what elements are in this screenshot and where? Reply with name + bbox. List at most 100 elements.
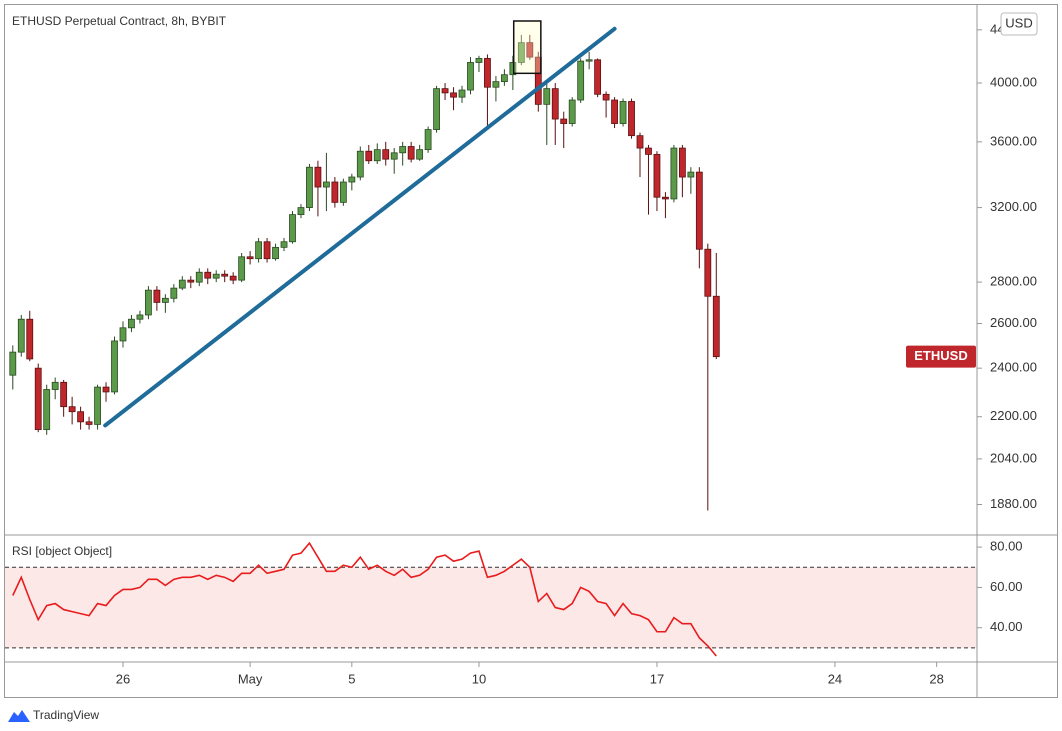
candle-body — [585, 59, 593, 62]
price-label: ETHUSD — [914, 348, 967, 363]
candle-body — [187, 279, 195, 283]
candle-body — [43, 389, 51, 430]
candle-body — [348, 176, 356, 183]
candle-body — [390, 152, 398, 160]
candle-body — [560, 118, 568, 124]
candle-body — [178, 279, 186, 289]
candle-body — [662, 196, 669, 200]
candle-body — [636, 135, 644, 149]
y-tick-label: 3200.00 — [990, 199, 1037, 214]
candle-body — [314, 166, 322, 188]
candle-body — [416, 149, 424, 160]
y-tick-label: 2200.00 — [990, 408, 1037, 423]
candle-body — [136, 314, 144, 320]
y-tick-label: 2800.00 — [990, 274, 1037, 289]
x-tick-label: 26 — [116, 671, 130, 686]
candle-body — [195, 271, 203, 283]
candle-body — [263, 241, 271, 260]
x-tick-label: 24 — [828, 671, 842, 686]
candle-body — [272, 246, 279, 260]
currency: USD — [1005, 15, 1032, 30]
price-label-box — [906, 345, 976, 368]
candle-body — [543, 88, 551, 105]
candle-body — [602, 93, 610, 101]
candle-body — [17, 318, 25, 353]
y-tick-label: 3600.00 — [990, 133, 1037, 148]
candle-body — [9, 351, 17, 376]
candle-body — [51, 381, 59, 390]
candle-body — [229, 275, 237, 281]
currency-box — [1000, 12, 1038, 36]
candle-body — [60, 381, 68, 408]
candle-body — [517, 42, 525, 63]
y-tick-label: 2600.00 — [990, 315, 1037, 330]
candle-body — [475, 58, 483, 63]
rsi-band — [5, 567, 977, 648]
candle-body — [170, 287, 178, 299]
candle-body — [68, 406, 76, 413]
candle-body — [645, 147, 652, 155]
candle-body — [297, 207, 305, 216]
candle-body — [26, 318, 34, 360]
candle-body — [628, 101, 635, 137]
candle-body — [382, 149, 390, 160]
x-tick-label: 17 — [650, 671, 664, 686]
candle-body — [424, 129, 432, 151]
candle-body — [670, 147, 678, 200]
candle-body — [145, 289, 152, 316]
y-tick-label: 4000.00 — [990, 74, 1037, 89]
candle-body — [594, 59, 602, 95]
rsi-line — [12, 541, 717, 657]
candle-body — [212, 273, 220, 279]
candle-body — [221, 273, 229, 277]
x-tick-label: May — [238, 671, 263, 686]
candle-body — [111, 340, 118, 393]
candle-body — [153, 289, 161, 303]
candle-body — [450, 92, 457, 98]
candle-body — [678, 147, 686, 178]
candle-body — [526, 42, 534, 58]
candle-body — [339, 181, 347, 203]
candle-body — [433, 88, 440, 130]
candle-body — [458, 89, 466, 98]
candle-body — [611, 99, 618, 124]
candle-body — [119, 327, 127, 342]
candle-body — [500, 74, 508, 83]
candle-body — [255, 241, 262, 260]
candle-body — [534, 56, 542, 105]
footer: TradingView — [33, 708, 99, 722]
candle-body — [373, 149, 381, 162]
candle-body — [704, 248, 712, 297]
candle-body — [306, 166, 313, 208]
trendline — [103, 26, 617, 428]
rsi-tick-label: 80.00 — [990, 539, 1023, 554]
candle-body — [128, 318, 135, 329]
candle-body — [280, 241, 288, 248]
candle-body — [289, 214, 296, 243]
frame — [4, 4, 1058, 698]
candle-body — [577, 60, 585, 101]
rsi-tick-label: 40.00 — [990, 619, 1023, 634]
candle-body — [619, 101, 627, 124]
rsi-label: RSI [object Object] — [12, 544, 112, 558]
x-tick-label: 28 — [929, 671, 943, 686]
candle-body — [85, 421, 93, 425]
candle-body — [467, 62, 474, 91]
candle-body — [551, 88, 559, 120]
rsi-tick-label: 60.00 — [990, 579, 1023, 594]
y-tick-label: 2040.00 — [990, 450, 1037, 465]
candle-body — [238, 256, 246, 281]
candle-body — [399, 146, 407, 154]
candle-body — [246, 256, 254, 260]
candle-body — [492, 81, 500, 88]
logo — [8, 710, 30, 722]
candle-body — [712, 295, 720, 358]
candle-body — [568, 99, 576, 124]
candle-body — [509, 62, 517, 76]
y-tick-label: 2400.00 — [990, 360, 1037, 375]
y-tick-label: 1880.00 — [990, 496, 1037, 511]
candle-body — [407, 146, 415, 160]
candle-body — [687, 171, 695, 178]
candle-body — [441, 88, 449, 94]
candle-body — [331, 181, 339, 203]
